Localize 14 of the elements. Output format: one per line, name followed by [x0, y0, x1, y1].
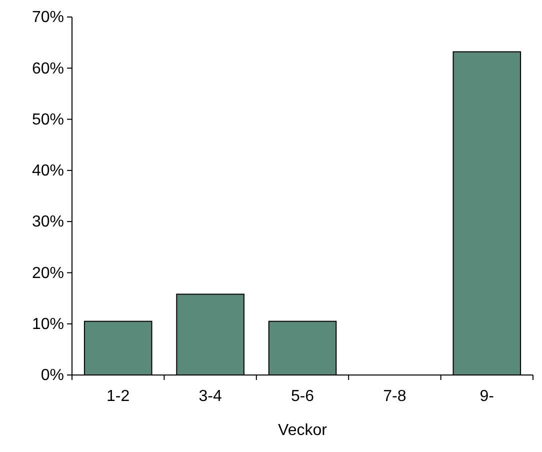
x-tick-label: 3-4 [198, 388, 222, 405]
x-tick-label: 7-8 [383, 388, 406, 405]
y-tick-label: 20% [32, 264, 64, 282]
y-tick-label: 0% [40, 367, 64, 384]
x-tick-label: 5-6 [290, 388, 314, 405]
y-tick-label: 30% [32, 214, 64, 231]
y-tick-label: 50% [32, 111, 64, 128]
y-tick-label: 70% [32, 9, 64, 26]
x-tick-label: 9- [480, 388, 494, 405]
y-tick-label: 10% [32, 316, 64, 333]
y-tick-label: 40% [32, 162, 64, 180]
x-axis-title: Veckor [278, 422, 328, 439]
y-tick-label: 60% [32, 60, 64, 78]
x-tick-label: 1-2 [106, 388, 130, 405]
